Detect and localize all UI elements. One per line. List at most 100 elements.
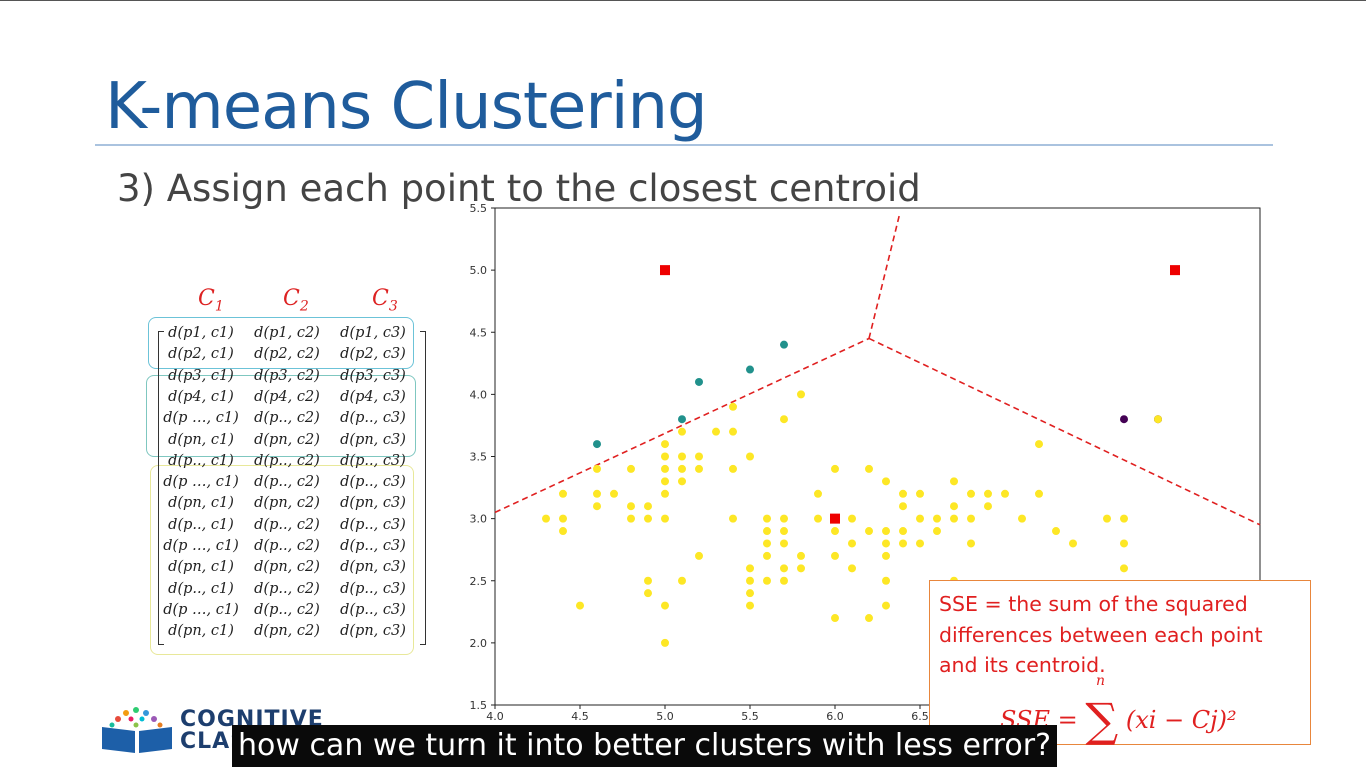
data-point-yellow (967, 539, 975, 548)
matrix-cell: d(p3, c1) (168, 367, 234, 384)
matrix-cell: d(pn, c1) (168, 495, 234, 512)
y-tick-label: 3.0 (470, 513, 488, 526)
data-point-yellow (559, 489, 567, 498)
matrix-row: d(p.., c1) d(p.., c2) d(p.., c3) (140, 581, 430, 602)
data-point-yellow (695, 551, 703, 560)
x-tick-label: 5.0 (656, 710, 674, 723)
y-tick-label: 5.0 (470, 264, 488, 277)
data-point-yellow (780, 564, 788, 573)
matrix-cell: d(p2, c1) (168, 346, 234, 363)
highlight-box-teal (146, 375, 416, 457)
data-point-yellow (950, 477, 958, 486)
data-point-yellow (1052, 527, 1060, 536)
y-tick-label: 2.0 (470, 637, 488, 650)
matrix-cell: d(p1, c2) (254, 325, 320, 341)
data-point-yellow (831, 464, 839, 473)
data-point-yellow (627, 514, 635, 523)
data-point-yellow (763, 514, 771, 523)
data-point-yellow (967, 514, 975, 523)
data-point-yellow (1069, 539, 1077, 548)
data-point-yellow (1103, 514, 1111, 523)
matrix-cell: d(pn, c1) (168, 623, 234, 640)
data-point-yellow (746, 589, 754, 598)
matrix-cell: d(p.., c2) (254, 580, 320, 597)
matrix-cell: d(p4, c1) (168, 388, 234, 405)
data-point-yellow (933, 527, 941, 536)
data-point-yellow (576, 601, 584, 610)
data-point-yellow (661, 452, 669, 461)
slide-subtitle: 3) Assign each point to the closest cent… (117, 167, 921, 210)
title-divider (95, 144, 1273, 146)
data-point-yellow (950, 514, 958, 523)
data-point-yellow (729, 514, 737, 523)
matrix-cell: d(p.., c3) (340, 452, 406, 469)
data-point-yellow (644, 589, 652, 598)
data-point-yellow (593, 502, 601, 511)
data-point-yellow (627, 464, 635, 473)
data-point-yellow (729, 427, 737, 436)
data-point-yellow (678, 452, 686, 461)
x-tick-label: 4.5 (571, 710, 589, 723)
data-point-yellow (984, 502, 992, 511)
highlight-box-blue (148, 317, 414, 369)
data-point-yellow (695, 452, 703, 461)
data-point-yellow (610, 489, 618, 498)
data-point-yellow (678, 464, 686, 473)
data-point-yellow (899, 527, 907, 536)
data-point-yellow (865, 464, 873, 473)
data-point-yellow (542, 514, 550, 523)
data-point-yellow (916, 539, 924, 548)
matrix-cell: d(pn, c3) (340, 559, 406, 576)
y-tick-label: 3.5 (470, 451, 488, 464)
matrix-cell: d(p3, c3) (340, 367, 406, 384)
matrix-row: d(pn, c1) d(pn, c2) d(pn, c3) (140, 495, 430, 516)
centroid-marker (1170, 265, 1180, 276)
data-point-yellow (780, 415, 788, 424)
data-point-yellow (814, 514, 822, 523)
matrix-bracket-left (158, 331, 164, 645)
x-tick-label: 6.0 (826, 710, 844, 723)
data-point-yellow (797, 564, 805, 573)
data-point-yellow (780, 576, 788, 585)
matrix-cell: d(p.., c3) (340, 601, 406, 618)
data-point-yellow (797, 551, 805, 560)
data-point-yellow (865, 527, 873, 536)
data-point-yellow (831, 614, 839, 623)
sse-formula: SSE = ∑ n (xi − Cj)² (1000, 673, 1237, 747)
matrix-cell: d(p.., c2) (254, 516, 320, 533)
data-point-yellow (1120, 514, 1128, 523)
data-point-yellow (559, 527, 567, 536)
data-point-yellow (882, 539, 890, 548)
data-point-yellow (848, 564, 856, 573)
matrix-row: d(p1, c1) d(p1, c2) d(p1, c3) (140, 325, 430, 346)
y-tick-label: 2.5 (470, 575, 488, 588)
matrix-row: d(p …, c1) d(p.., c2) d(p.., c3) (140, 410, 430, 431)
top-border (0, 0, 1366, 1)
matrix-cell: d(p.., c3) (340, 410, 406, 427)
matrix-cell: d(p.., c1) (168, 580, 234, 597)
matrix-cell: d(p.., c1) (168, 516, 234, 533)
x-tick-label: 5.5 (741, 710, 759, 723)
data-point-yellow (797, 390, 805, 399)
matrix-cell: d(p.., c3) (340, 474, 406, 491)
data-point-yellow (882, 551, 890, 560)
data-point-yellow (678, 576, 686, 585)
matrix-cell: d(p.., c3) (340, 516, 406, 533)
data-point-yellow (967, 489, 975, 498)
data-point-yellow (1154, 415, 1162, 424)
matrix-row: d(p.., c1) d(p.., c2) d(p.., c3) (140, 517, 430, 538)
matrix-row: d(p …, c1) d(p.., c2) d(p.., c3) (140, 474, 430, 495)
data-point-yellow (814, 489, 822, 498)
data-point-yellow (1120, 539, 1128, 548)
data-point-yellow (1035, 489, 1043, 498)
matrix-row: d(p2, c1) d(p2, c2) d(p2, c3) (140, 346, 430, 367)
voronoi-boundary (868, 214, 901, 339)
data-point-yellow (984, 489, 992, 498)
matrix-cell: d(p4, c3) (340, 388, 406, 405)
matrix-cell: d(p1, c3) (340, 325, 406, 341)
data-point-yellow (1035, 440, 1043, 449)
data-point-yellow (695, 464, 703, 473)
data-point-yellow (763, 551, 771, 560)
data-point-yellow (763, 539, 771, 548)
sse-annotation-box: SSE = the sum of the squared differences… (929, 580, 1311, 747)
